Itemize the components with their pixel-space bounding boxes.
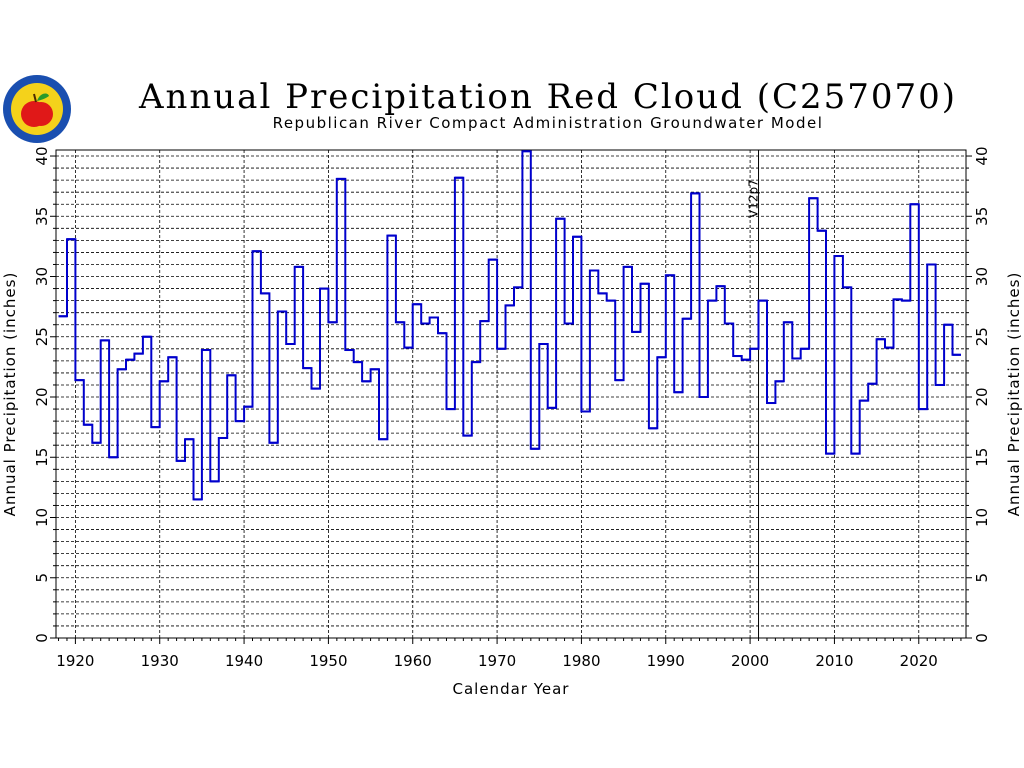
x-tick-label: 1930 — [141, 652, 179, 670]
y-tick-label-right: 35 — [973, 207, 991, 226]
y-tick-label-right: 15 — [973, 448, 991, 467]
chart-subtitle: Republican River Compact Administration … — [273, 114, 824, 132]
version-marker: V12p7 — [747, 150, 761, 638]
y-tick-label-left: 30 — [33, 267, 51, 286]
x-tick-label: 1960 — [394, 652, 432, 670]
x-tick-label: 1940 — [225, 652, 263, 670]
y-tick-label-left: 20 — [33, 387, 51, 406]
chart-title: Annual Precipitation Red Cloud (C257070) — [138, 77, 957, 117]
y-tick-label-left: 25 — [33, 327, 51, 346]
y-tick-label-right: 20 — [973, 387, 991, 406]
y-tick-label-left: 10 — [33, 508, 51, 527]
x-axis-label: Calendar Year — [453, 680, 570, 698]
plot-frame — [55, 149, 967, 639]
apple-seal-logo — [3, 75, 71, 143]
x-tick-label: 2000 — [731, 652, 769, 670]
y-axis-label-left: Annual Precipitation (inches) — [1, 272, 19, 517]
grid-lines — [56, 150, 966, 638]
data-point-marks — [58, 150, 961, 501]
x-tick-label: 2020 — [900, 652, 938, 670]
precipitation-series-line — [58, 150, 961, 501]
y-tick-label-right: 5 — [973, 573, 991, 583]
logo-apple-icon-lobe — [29, 102, 53, 126]
logo-stem-icon — [33, 93, 37, 103]
y-tick-label-left: 15 — [33, 448, 51, 467]
y-axis-label-right: Annual Precipitation (inches) — [1005, 272, 1023, 517]
x-tick-label: 1980 — [562, 652, 600, 670]
x-tick-label: 1990 — [647, 652, 685, 670]
y-tick-label-left: 40 — [33, 146, 51, 165]
x-tick-label: 1920 — [56, 652, 94, 670]
y-tick-label-right: 40 — [973, 146, 991, 165]
y-tick-label-right: 0 — [973, 633, 991, 643]
logo-leaf-icon — [37, 93, 49, 101]
version-marker-label: V12p7 — [747, 179, 761, 218]
x-tick-label: 1970 — [478, 652, 516, 670]
x-tick-label: 1950 — [309, 652, 347, 670]
y-tick-label-right: 25 — [973, 327, 991, 346]
x-tick-label: 2010 — [815, 652, 853, 670]
y-tick-label-right: 30 — [973, 267, 991, 286]
y-tick-label-left: 35 — [33, 207, 51, 226]
y-tick-label-right: 10 — [973, 508, 991, 527]
y-tick-label-left: 5 — [33, 573, 51, 583]
y-tick-label-left: 0 — [33, 633, 51, 643]
